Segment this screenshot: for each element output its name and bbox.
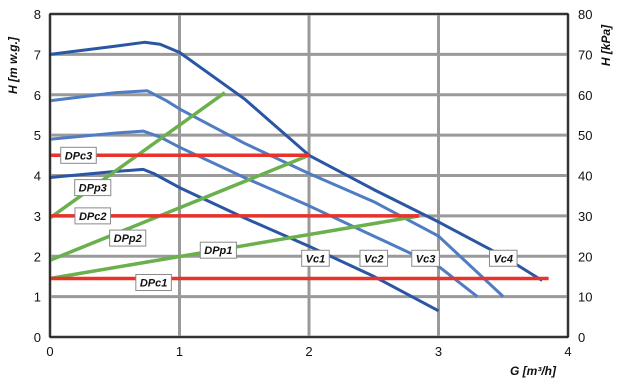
series-label-box [74, 207, 112, 225]
y-right-tick-label: 10 [578, 290, 592, 305]
x-tick-label: 3 [435, 344, 442, 359]
y-right-tick-label: 40 [578, 169, 592, 184]
series-label-box [109, 229, 147, 247]
y-right-tick-label: 50 [578, 128, 592, 143]
series-label-dpp3: DPp3 [74, 179, 112, 197]
series-label-text: DPp2 [114, 233, 142, 245]
series-line-vc1 [49, 167, 440, 313]
series-labels: DPc3 DPp3 DPc2 DPp2 DPp1 DPc1 Vc1 Vc2 Vc3 Vc4 [60, 146, 518, 291]
y-right-tick-label: 80 [578, 7, 592, 22]
y-left-tick-label: 0 [34, 330, 41, 345]
series-label-text: Vc1 [306, 253, 326, 265]
series-label-box [74, 179, 112, 197]
y-left-tick-label: 1 [34, 290, 41, 305]
series-label-dpp1: DPp1 [199, 241, 237, 259]
x-tick-label: 4 [564, 344, 571, 359]
series-label-text: DPp3 [79, 183, 107, 195]
y-left-tick-label: 6 [34, 88, 41, 103]
y-axis-right-title: H [kPa] [599, 24, 613, 66]
x-axis-title: G [m³/h] [510, 364, 557, 378]
series-label-box [135, 273, 172, 291]
series-label-text: DPc3 [65, 150, 93, 162]
series-line-vc2 [49, 129, 479, 298]
series-label-dpc2: DPc2 [74, 207, 112, 225]
y-left-tick-label: 2 [34, 249, 41, 264]
series-line-dpp2 [49, 153, 310, 262]
series-label-box [301, 249, 330, 267]
series-label-text: Vc3 [416, 253, 436, 265]
series-line-vc4 [49, 40, 543, 282]
series-label-dpc3: DPc3 [60, 146, 97, 164]
series-label-text: DPc1 [140, 277, 168, 289]
y-left-tick-label: 4 [34, 169, 41, 184]
y-left-tick-label: 8 [34, 7, 41, 22]
plot-frame [49, 13, 569, 338]
series-label-vc1: Vc1 [301, 249, 330, 267]
y-right-tick-label: 0 [578, 330, 585, 345]
series-label-box [199, 241, 237, 259]
series-label-box [60, 146, 97, 164]
series-label-text: Vc4 [493, 253, 513, 265]
series-label-text: DPp1 [204, 245, 232, 257]
series-label-vc3: Vc3 [411, 249, 440, 267]
series-label-vc4: Vc4 [488, 249, 518, 267]
y-left-tick-label: 7 [34, 47, 41, 62]
series-label-box [411, 249, 440, 267]
series-label-dpc1: DPc1 [135, 273, 172, 291]
y-right-tick-label: 30 [578, 209, 592, 224]
series-label-text: DPc2 [79, 211, 107, 223]
y-right-tick-label: 60 [578, 88, 592, 103]
series-label-box [488, 249, 518, 267]
series-label-box [359, 249, 389, 267]
x-tick-label: 1 [176, 344, 183, 359]
y-right-tick-label: 20 [578, 249, 592, 264]
y-right-tick-label: 70 [578, 47, 592, 62]
series-label-dpp2: DPp2 [109, 229, 147, 247]
series-label-text: Vc2 [364, 253, 384, 265]
y-left-tick-label: 5 [34, 128, 41, 143]
x-tick-label: 2 [305, 344, 312, 359]
grid-lines [48, 12, 570, 339]
x-tick-label: 0 [46, 344, 53, 359]
series-label-vc2: Vc2 [359, 249, 389, 267]
y-axis-left-title: H [m w.g.] [6, 36, 20, 94]
y-left-tick-label: 3 [34, 209, 41, 224]
